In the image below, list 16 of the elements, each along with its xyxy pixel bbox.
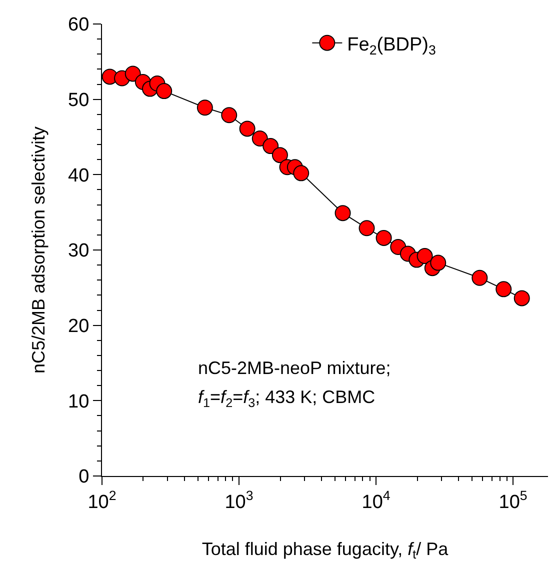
y-tick-label: 30	[68, 240, 90, 262]
y-tick-label: 0	[78, 466, 90, 488]
text: f$_{1}$=f$_{2}$=f$_{3}$; 433 K; CBMC	[198, 387, 376, 410]
y-tick-label: 60	[68, 14, 90, 36]
x-tick-label: 10$^{4}$	[362, 488, 390, 513]
y-axis-title: nC5/2MB adsorption selectivity	[28, 126, 48, 374]
y-tick-label: 50	[68, 90, 90, 111]
y-tick-label: 10	[68, 391, 90, 412]
x-axis-title: Total fluid phase fugacity, f$_{t}$/ Pa	[202, 538, 450, 562]
annotation: nC5-2MB-neoP mixture;	[198, 358, 391, 378]
y-tick-label: 40	[68, 165, 90, 186]
x-tick-label: 10$^{5}$	[498, 488, 528, 513]
legend-label: Fe$_{2}$(BDP)$_{3}$	[347, 34, 436, 58]
x-tick-label: 10$^{3}$	[224, 488, 254, 513]
y-tick-label: 20	[68, 316, 90, 337]
x-tick-label: 10$^{2}$	[88, 488, 116, 513]
